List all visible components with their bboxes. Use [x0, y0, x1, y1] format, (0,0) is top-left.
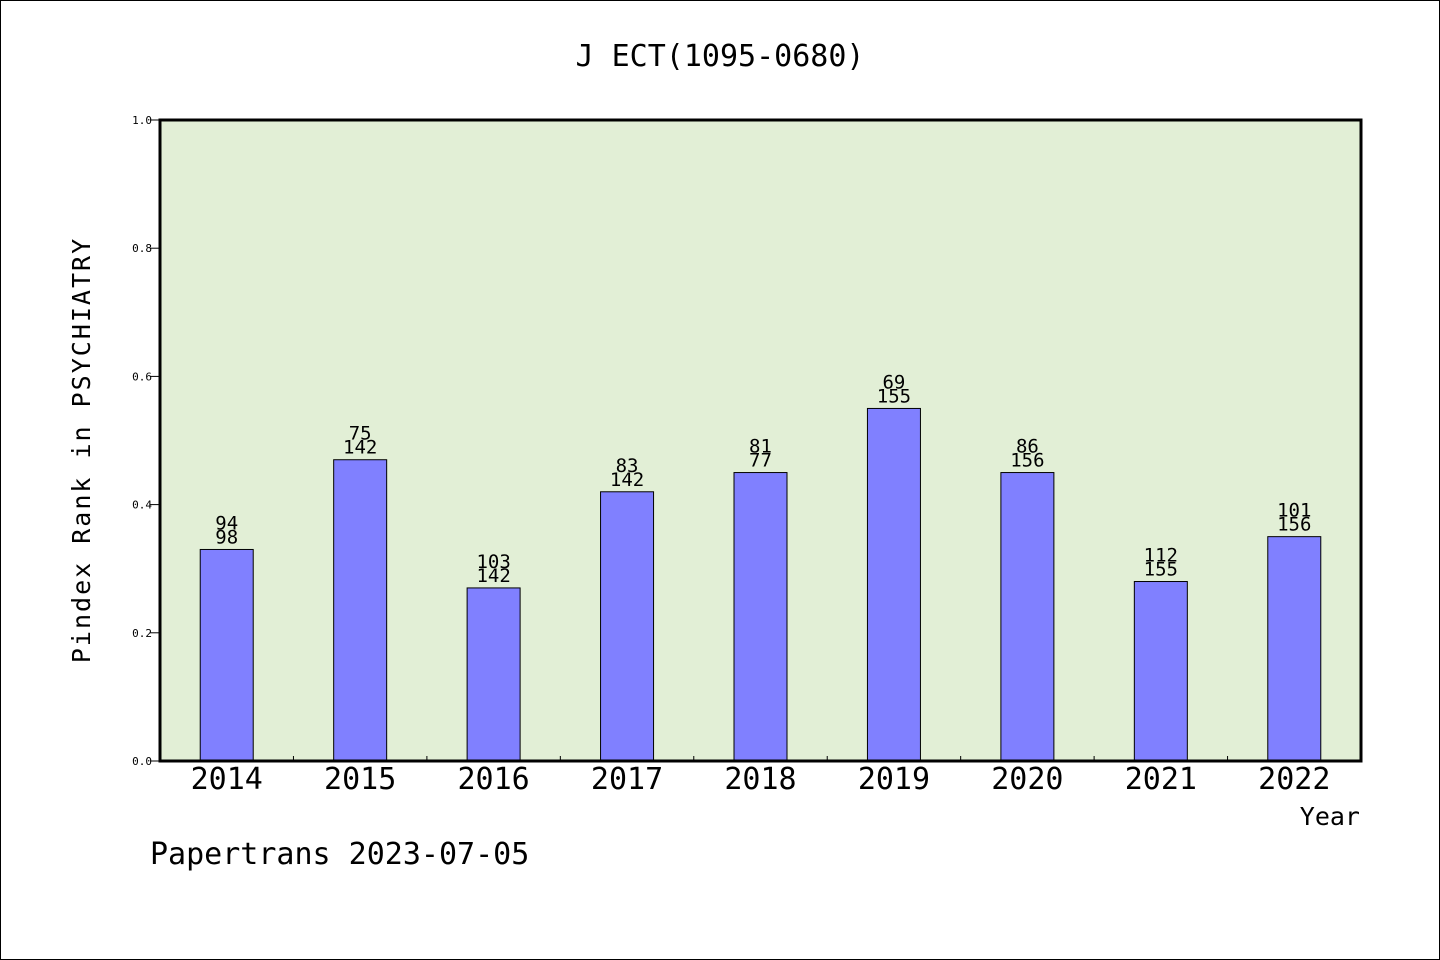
bar-2014	[199, 548, 254, 762]
bar-label-bottom: 98	[215, 526, 238, 548]
bar-label-top: 112	[1144, 545, 1178, 567]
bar-2020	[1000, 472, 1055, 762]
x-axis-label: Year	[1300, 802, 1360, 831]
bar-2016	[466, 587, 521, 762]
x-tick-label: 2014	[191, 762, 263, 797]
x-axis-ticks: 2014 2015 2016 2017 2018 2019 2020 2021 2022	[191, 756, 1330, 797]
bar-label-top: 75	[349, 423, 372, 445]
bar-label-bottom: 77	[749, 450, 772, 472]
x-tick-label: 2019	[858, 762, 930, 797]
bar-labels: 9498751421031428314281776915586156112155…	[215, 371, 1311, 586]
bar-label-bottom: 142	[343, 437, 377, 459]
bar-label-top: 101	[1277, 500, 1311, 522]
bar-label-bottom: 155	[1144, 559, 1178, 581]
y-tick-label: 0.6	[132, 370, 152, 383]
bar-2019	[866, 407, 921, 762]
bar-label-top: 69	[882, 371, 905, 393]
bar-label-bottom: 156	[1277, 514, 1311, 536]
x-tick-label: 2018	[724, 762, 796, 797]
x-tick-label: 2022	[1258, 762, 1330, 797]
bar-label-top: 103	[476, 551, 510, 573]
y-axis-ticks: 0.0 0.2 0.4 0.6 0.8 1.0	[132, 114, 160, 768]
bar-label-top: 94	[215, 512, 238, 534]
bar-label-bottom: 156	[1010, 450, 1044, 472]
y-tick-label: 0.8	[132, 242, 152, 255]
y-tick-label: 1.0	[132, 114, 152, 127]
y-tick-label: 0.0	[132, 755, 152, 768]
bars	[199, 407, 1322, 762]
x-tick-label: 2021	[1125, 762, 1197, 797]
y-axis-label: Pindex Rank in PSYCHIATRY	[67, 237, 96, 663]
y-tick-label: 0.2	[132, 627, 152, 640]
bar-label-top: 83	[616, 455, 639, 477]
bar-label-bottom: 155	[877, 385, 911, 407]
bar-2022	[1267, 536, 1322, 762]
bar-label-top: 81	[749, 436, 772, 458]
bar-label-bottom: 142	[610, 469, 644, 491]
y-tick-label: 0.4	[132, 499, 152, 512]
credit-text: Papertrans 2023-07-05	[150, 837, 529, 872]
bar-label-bottom: 142	[476, 565, 510, 587]
x-tick-label: 2020	[991, 762, 1063, 797]
plot-border	[158, 118, 1363, 763]
chart-title: J ECT(1095-0680)	[576, 39, 865, 74]
x-tick-label: 2015	[324, 762, 396, 797]
bar-2015	[333, 459, 388, 762]
bar-2021	[1133, 581, 1188, 762]
bar-2017	[600, 491, 655, 762]
bar-label-top: 86	[1016, 436, 1039, 458]
x-tick-label: 2016	[457, 762, 529, 797]
bar-2018	[733, 472, 788, 762]
x-tick-label: 2017	[591, 762, 663, 797]
